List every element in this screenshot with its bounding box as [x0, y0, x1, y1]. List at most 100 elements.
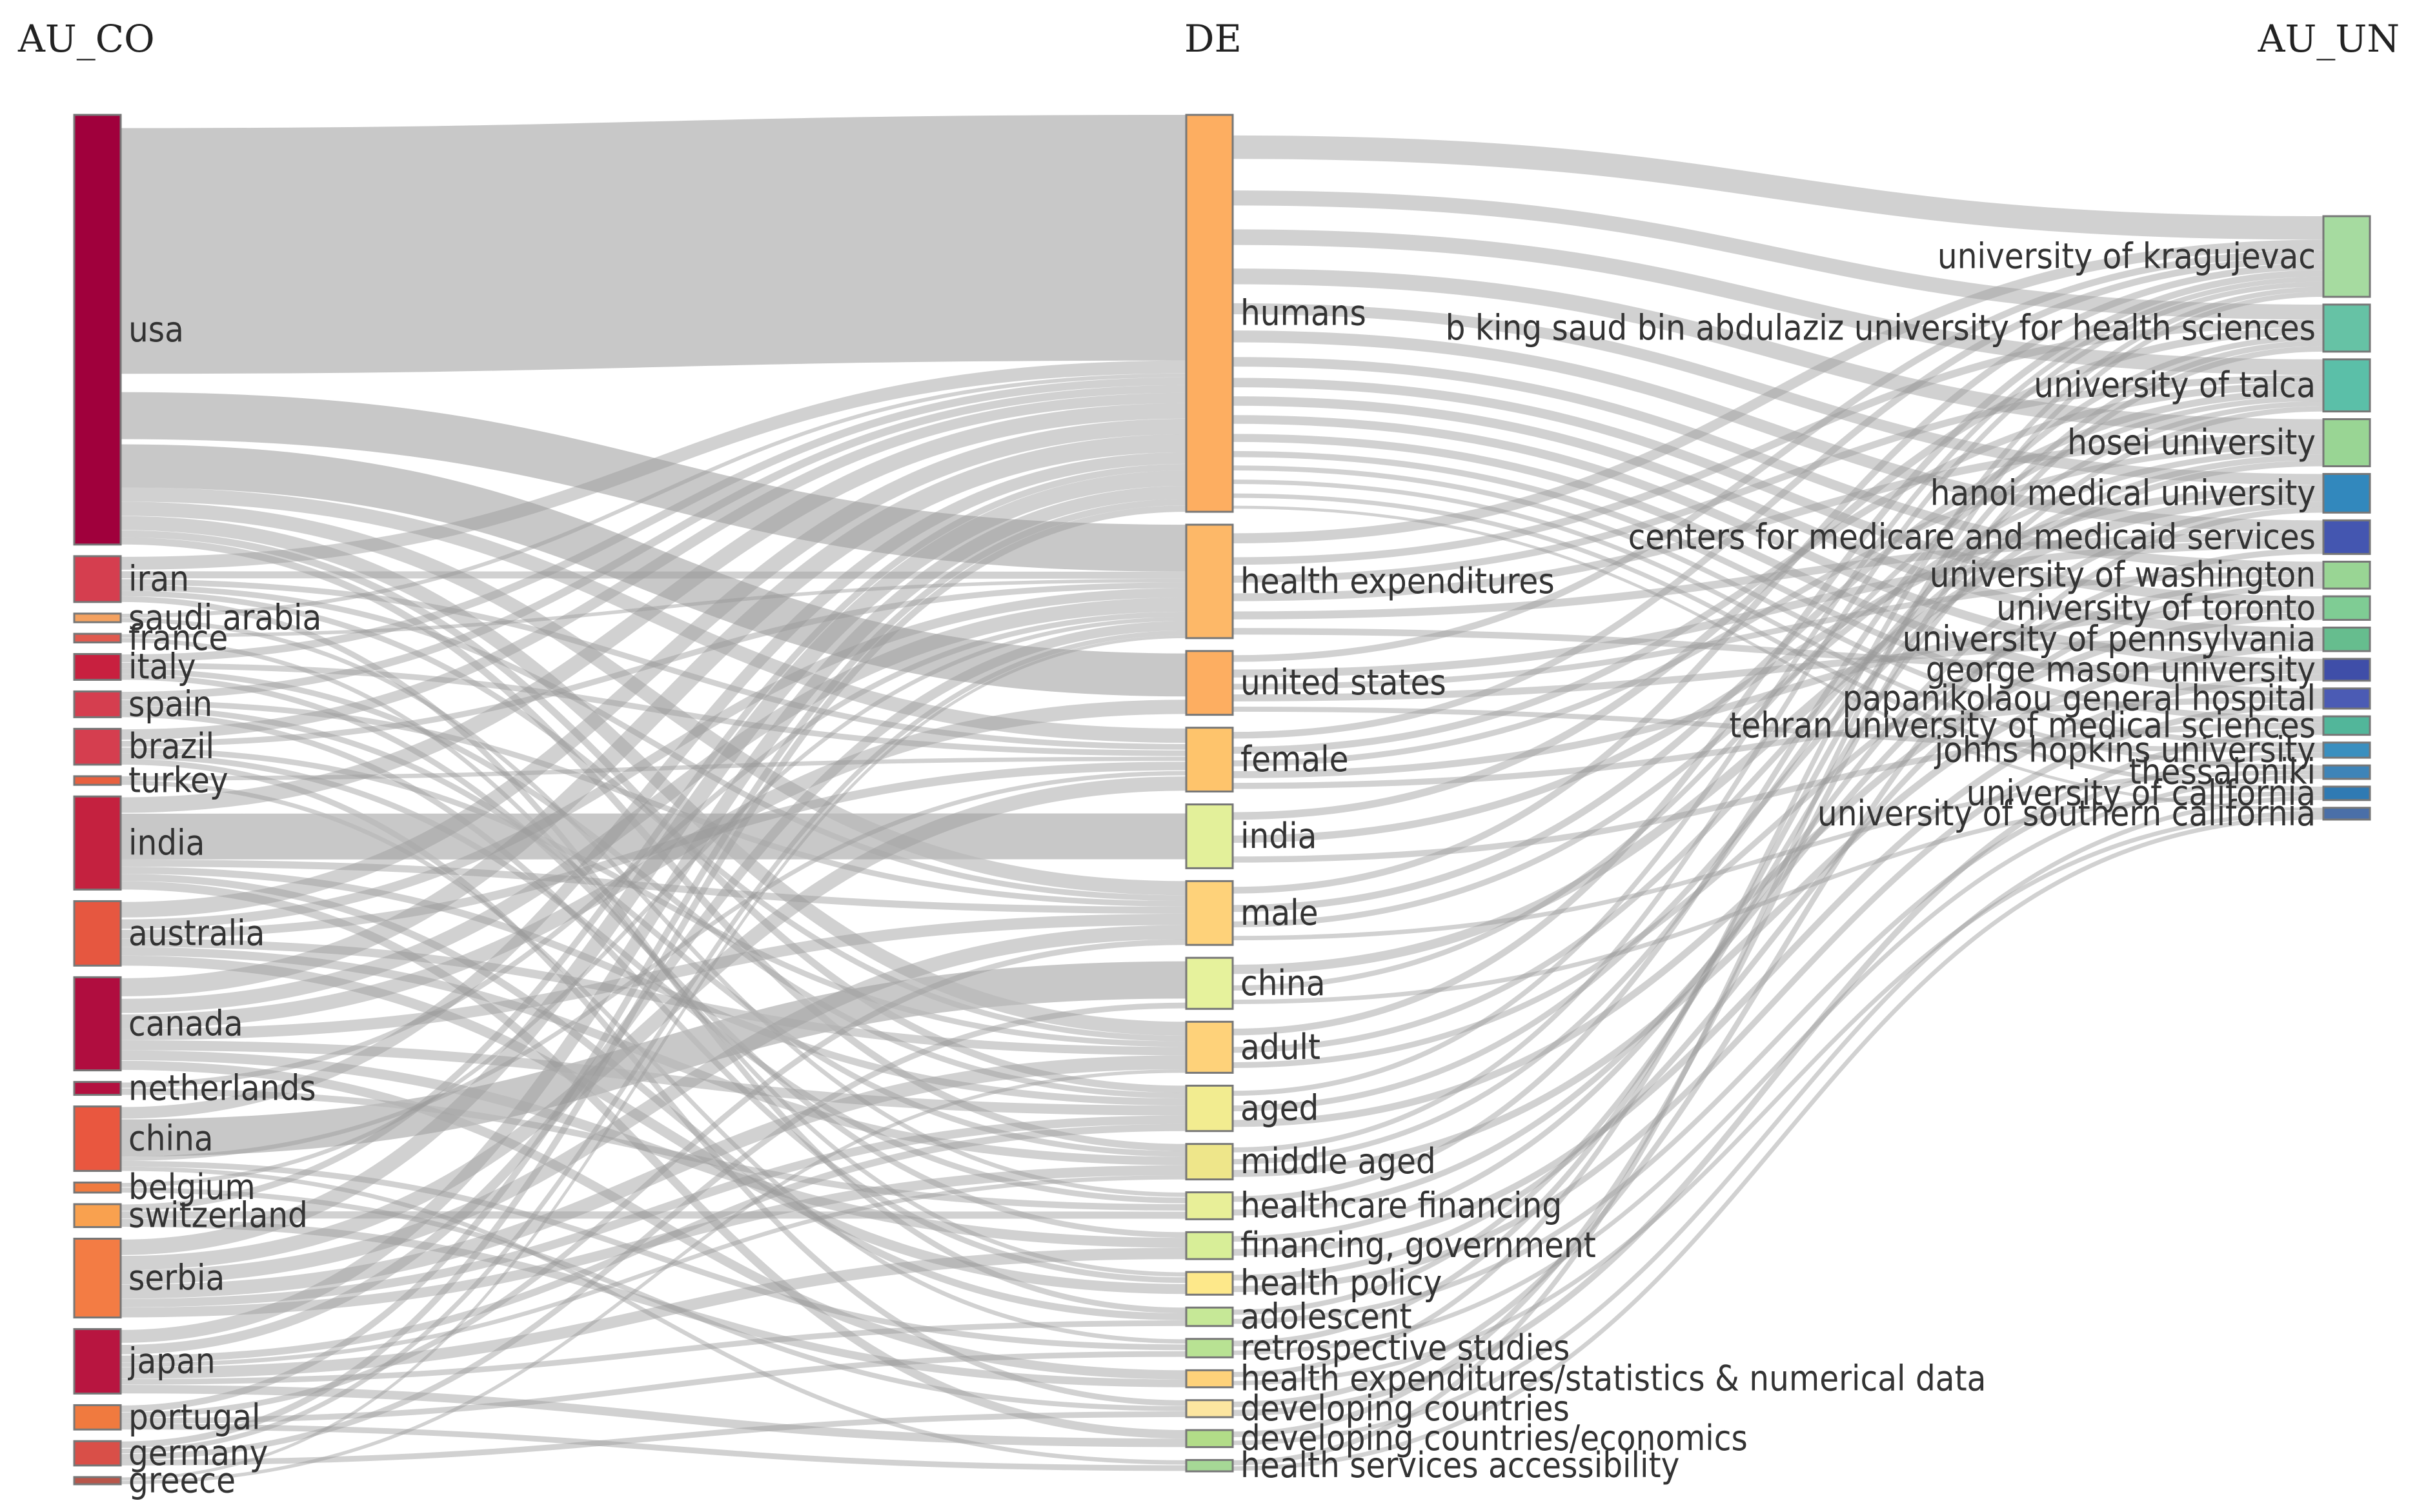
node-left-usa[interactable]: usa [73, 114, 184, 546]
node-left-germany[interactable]: germany [73, 1433, 268, 1473]
node-right-b-king-saud-bin-abdulaziz-university-for-health-sciences[interactable]: b king saud bin abdulaziz university for… [1446, 303, 2371, 353]
node-bar-greece[interactable] [73, 1476, 122, 1486]
node-bar-university-of-california[interactable] [2322, 785, 2371, 801]
node-left-portugal[interactable]: portugal [73, 1396, 260, 1437]
node-left-france[interactable]: france [73, 618, 228, 658]
node-right-hosei-university[interactable]: hosei university [2067, 418, 2371, 467]
node-bar-middle-aged[interactable] [1185, 1143, 1234, 1181]
node-left-serbia[interactable]: serbia [73, 1237, 225, 1319]
node-bar-italy[interactable] [73, 652, 122, 681]
node-left-australia[interactable]: australia [73, 900, 265, 967]
node-bar-papanikolaou-general-hospital[interactable] [2322, 687, 2371, 710]
node-right-centers-for-medicare-and-medicaid-services[interactable]: centers for medicare and medicaid servic… [1628, 516, 2371, 557]
node-bar-aged[interactable] [1185, 1084, 1234, 1133]
node-left-india[interactable]: india [73, 795, 205, 891]
node-left-brazil[interactable]: brazil [73, 726, 214, 767]
node-mid-health-services-accessibility[interactable]: health services accessibility [1185, 1445, 1679, 1486]
node-mid-health-policy[interactable]: health policy [1185, 1263, 1442, 1304]
node-right-university-of-california[interactable]: university of california [1967, 772, 2371, 813]
node-bar-usa[interactable] [73, 114, 122, 546]
node-bar-belgium[interactable] [73, 1181, 122, 1194]
node-mid-humans[interactable]: humans [1185, 114, 1366, 513]
node-mid-financing-government[interactable]: financing, government [1185, 1225, 1596, 1265]
node-left-iran[interactable]: iran [73, 555, 189, 603]
node-bar-university-of-washington[interactable] [2322, 560, 2371, 590]
node-bar-china[interactable] [1185, 956, 1234, 1010]
node-right-johns-hopkins-university[interactable]: johns hopkins university [1934, 729, 2371, 770]
node-left-china[interactable]: china [73, 1105, 214, 1172]
node-right-hanoi-medical-university[interactable]: hanoi medical university [1930, 472, 2371, 514]
node-left-belgium[interactable]: belgium [73, 1167, 256, 1207]
node-bar-adolescent[interactable] [1185, 1306, 1234, 1327]
node-bar-hanoi-medical-university[interactable] [2322, 472, 2371, 514]
node-mid-india[interactable]: india [1185, 803, 1317, 869]
node-bar-turkey[interactable] [73, 775, 122, 786]
node-bar-george-mason-university[interactable] [2322, 658, 2371, 682]
node-right-tehran-university-of-medical-sciences[interactable]: tehran university of medical sciences [1729, 705, 2371, 745]
node-bar-johns-hopkins-university[interactable] [2322, 741, 2371, 759]
node-mid-female[interactable]: female [1185, 727, 1348, 793]
node-bar-health-expenditures-statistics-numerical-data[interactable] [1185, 1369, 1234, 1389]
node-right-university-of-toronto[interactable]: university of toronto [1996, 587, 2371, 628]
node-left-japan[interactable]: japan [73, 1328, 216, 1395]
node-bar-university-of-talca[interactable] [2322, 358, 2371, 413]
node-mid-adolescent[interactable]: adolescent [1185, 1296, 1412, 1337]
node-mid-retrospective-studies[interactable]: retrospective studies [1185, 1327, 1570, 1368]
node-bar-adult[interactable] [1185, 1020, 1234, 1074]
node-left-turkey[interactable]: turkey [73, 760, 228, 801]
node-bar-developing-countries-economics[interactable] [1185, 1429, 1234, 1448]
node-bar-university-of-kragujevac[interactable] [2322, 215, 2371, 298]
node-bar-university-of-southern-california[interactable] [2322, 807, 2371, 821]
node-bar-india[interactable] [1185, 803, 1234, 869]
node-bar-netherlands[interactable] [73, 1081, 122, 1096]
node-mid-china[interactable]: china [1185, 956, 1326, 1010]
node-left-netherlands[interactable]: netherlands [73, 1068, 316, 1109]
node-bar-centers-for-medicare-and-medicaid-services[interactable] [2322, 519, 2371, 555]
node-left-switzerland[interactable]: switzerland [73, 1195, 308, 1236]
node-right-papanikolaou-general-hospital[interactable]: papanikolaou general hospital [1843, 678, 2371, 718]
node-bar-healthcare-financing[interactable] [1185, 1191, 1234, 1220]
node-bar-humans[interactable] [1185, 114, 1234, 513]
node-mid-developing-countries[interactable]: developing countries [1185, 1388, 1570, 1429]
node-left-spain[interactable]: spain [73, 683, 212, 724]
node-bar-health-services-accessibility[interactable] [1185, 1458, 1234, 1473]
node-right-university-of-washington[interactable]: university of washington [1930, 554, 2371, 595]
node-bar-university-of-toronto[interactable] [2322, 595, 2371, 621]
node-bar-developing-countries[interactable] [1185, 1399, 1234, 1418]
node-bar-japan[interactable] [73, 1328, 122, 1395]
node-right-university-of-kragujevac[interactable]: university of kragujevac [1937, 215, 2371, 298]
node-mid-aged[interactable]: aged [1185, 1084, 1319, 1133]
node-bar-india[interactable] [73, 795, 122, 891]
node-bar-serbia[interactable] [73, 1237, 122, 1319]
node-bar-b-king-saud-bin-abdulaziz-university-for-health-sciences[interactable] [2322, 303, 2371, 353]
node-right-university-of-pennsylvania[interactable]: university of pennsylvania [1903, 619, 2371, 660]
node-mid-middle-aged[interactable]: middle aged [1185, 1141, 1436, 1182]
node-bar-switzerland[interactable] [73, 1203, 122, 1228]
node-left-saudi-arabia[interactable]: saudi arabia [73, 598, 321, 638]
node-mid-health-expenditures-statistics-numerical-data[interactable]: health expenditures/statistics & numeric… [1185, 1358, 1986, 1399]
node-mid-united-states[interactable]: united states [1185, 650, 1446, 716]
node-mid-healthcare-financing[interactable]: healthcare financing [1185, 1185, 1562, 1225]
node-bar-germany[interactable] [73, 1440, 122, 1467]
node-left-italy[interactable]: italy [73, 646, 196, 687]
node-bar-spain[interactable] [73, 690, 122, 718]
node-right-university-of-southern-california[interactable]: university of southern california [1817, 793, 2371, 834]
node-right-thessaloniki[interactable]: thessaloniki [2129, 752, 2371, 792]
node-bar-australia[interactable] [73, 900, 122, 967]
node-bar-canada[interactable] [73, 976, 122, 1072]
node-bar-financing-government[interactable] [1185, 1231, 1234, 1260]
node-bar-united-states[interactable] [1185, 650, 1234, 716]
node-bar-health-policy[interactable] [1185, 1271, 1234, 1296]
node-mid-developing-countries-economics[interactable]: developing countries/economics [1185, 1418, 1748, 1458]
node-bar-france[interactable] [73, 632, 122, 643]
node-bar-brazil[interactable] [73, 727, 122, 766]
node-left-canada[interactable]: canada [73, 976, 243, 1072]
node-bar-hosei-university[interactable] [2322, 418, 2371, 467]
node-bar-university-of-pennsylvania[interactable] [2322, 627, 2371, 652]
node-bar-thessaloniki[interactable] [2322, 764, 2371, 780]
node-mid-adult[interactable]: adult [1185, 1020, 1320, 1074]
node-right-george-mason-university[interactable]: george mason university [1926, 649, 2371, 690]
node-right-university-of-talca[interactable]: university of talca [2034, 358, 2371, 413]
node-bar-portugal[interactable] [73, 1404, 122, 1431]
node-bar-china[interactable] [73, 1105, 122, 1172]
